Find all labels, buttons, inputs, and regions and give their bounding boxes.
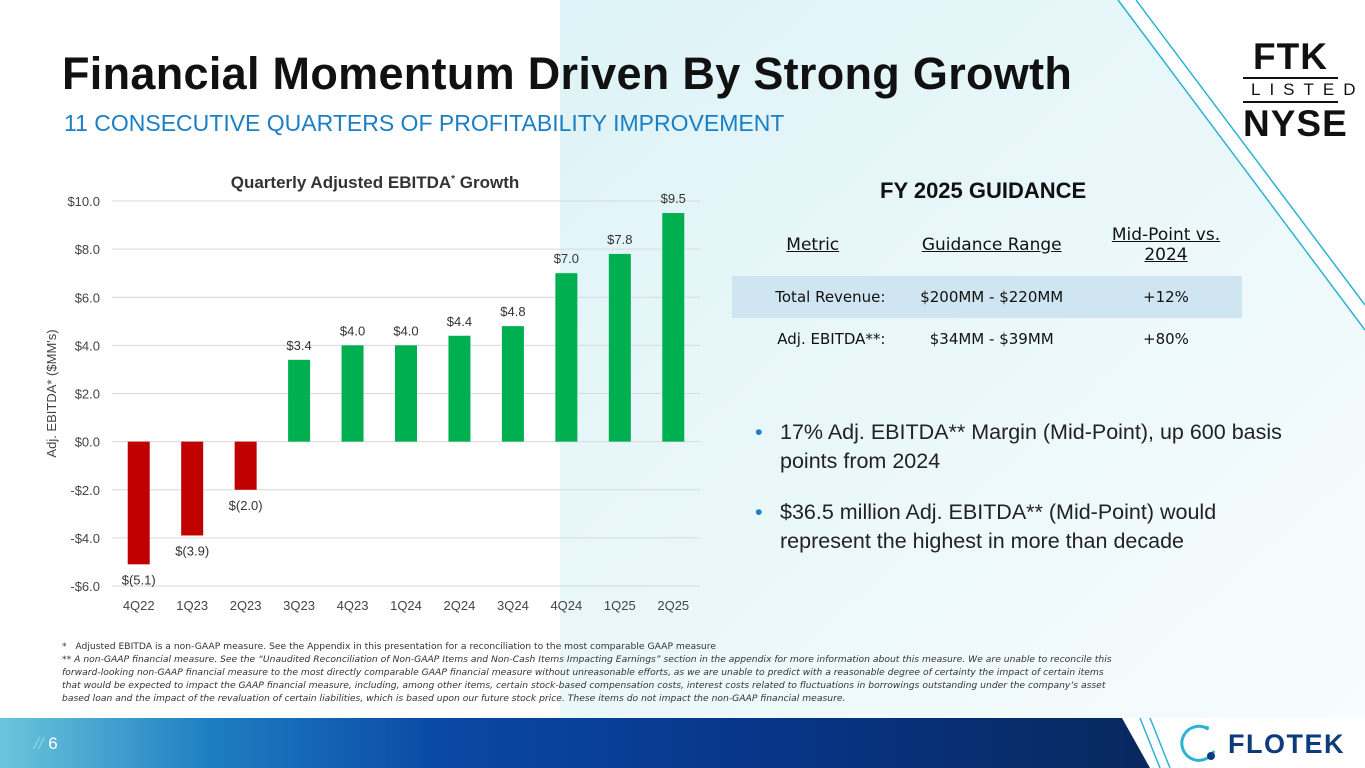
header-midpoint: Mid-Point vs. 2024: [1111, 225, 1221, 265]
data-label: $3.4: [286, 338, 311, 353]
x-tick-label: 3Q23: [283, 598, 315, 613]
table-row: Total Revenue: $200MM - $220MM +12%: [732, 276, 1242, 318]
x-tick-label: 1Q25: [604, 598, 636, 613]
bar-4Q24: [555, 273, 578, 442]
metric-cell: Total Revenue:: [732, 276, 894, 318]
logo-nyse-text: NYSE: [1243, 103, 1348, 144]
bar-2Q23: [234, 441, 257, 490]
data-label: $(5.1): [122, 572, 156, 587]
metric-cell: Adj. EBITDA**:: [777, 330, 886, 348]
logo-listed-text: LISTED: [1243, 77, 1356, 103]
header-range: Guidance Range: [921, 235, 1062, 255]
bullet-text: $36.5 million Adj. EBITDA** (Mid-Point) …: [780, 500, 1217, 553]
footnote-2: ** A non-GAAP financial measure. See the…: [62, 653, 1122, 705]
bar-1Q25: [608, 253, 631, 442]
y-tick-label: -$6.0: [70, 579, 100, 594]
bar-1Q24: [395, 345, 417, 442]
list-item: • 17% Adj. EBITDA** Margin (Mid-Point), u…: [755, 418, 1295, 476]
page-subtitle: 11 CONSECUTIVE QUARTERS OF PROFITABILITY…: [64, 110, 785, 136]
data-label: $7.0: [554, 251, 579, 266]
x-tick-label: 2Q25: [657, 598, 689, 613]
footer-band: [0, 718, 1150, 768]
page-prefix: //: [34, 734, 44, 753]
midpoint-cell: +80%: [1143, 330, 1189, 348]
logo-ftk-text: FTK: [1253, 36, 1328, 77]
data-label: $4.0: [340, 323, 365, 338]
midpoint-cell: +12%: [1090, 276, 1242, 318]
bar-4Q22: [127, 441, 150, 565]
page-number: // 6: [34, 734, 58, 754]
x-tick-label: 2Q23: [230, 598, 262, 613]
flotek-logo: FLOTEK: [1178, 723, 1345, 765]
list-item: • $36.5 million Adj. EBITDA** (Mid-Point)…: [755, 498, 1295, 556]
y-tick-label: $6.0: [75, 290, 100, 305]
bullet-text: 17% Adj. EBITDA** Margin (Mid-Point), up…: [780, 420, 1282, 473]
bar-3Q24: [501, 326, 524, 442]
guidance-header-row: Metric Guidance Range Mid-Point vs. 2024: [732, 214, 1242, 276]
flotek-wordmark: FLOTEK: [1228, 728, 1345, 759]
y-tick-label: $0.0: [75, 435, 100, 450]
y-tick-label: $4.0: [75, 338, 100, 353]
bar-1Q23: [181, 441, 204, 536]
bar-2Q24: [448, 335, 471, 442]
guidance-table: Metric Guidance Range Mid-Point vs. 2024…: [732, 214, 1242, 360]
x-tick-label: 2Q24: [444, 598, 476, 613]
header-metric: Metric: [786, 235, 840, 255]
data-label: $(3.9): [175, 543, 209, 558]
bullet-icon: •: [755, 420, 763, 444]
bar-4Q23: [341, 345, 364, 442]
data-label: $7.8: [607, 232, 632, 247]
data-label: $9.5: [661, 191, 686, 206]
data-label: $4.0: [393, 323, 418, 338]
y-tick-label: -$2.0: [70, 483, 100, 498]
footnotes: * Adjusted EBITDA is a non-GAAP measure.…: [62, 640, 1122, 705]
data-label: $4.8: [500, 304, 525, 319]
footnote-mark: *: [62, 641, 67, 652]
y-tick-label: -$4.0: [70, 531, 100, 546]
flotek-ring-icon: [1180, 724, 1216, 762]
bar-2Q25: [662, 213, 685, 442]
y-tick-label: $8.0: [75, 242, 100, 257]
data-label: $4.4: [447, 314, 472, 329]
y-tick-label: $2.0: [75, 387, 100, 402]
page-number-value: 6: [48, 734, 58, 753]
x-tick-label: 1Q24: [390, 598, 422, 613]
range-cell: $200MM - $220MM: [893, 276, 1090, 318]
x-tick-label: 1Q23: [176, 598, 208, 613]
bar-3Q23: [288, 359, 311, 442]
range-cell: $34MM - $39MM: [929, 330, 1054, 348]
data-label: $(2.0): [229, 498, 263, 513]
x-tick-label: 4Q22: [123, 598, 155, 613]
x-tick-label: 3Q24: [497, 598, 529, 613]
y-tick-label: $10.0: [67, 194, 100, 209]
table-row: Adj. EBITDA**: $34MM - $39MM +80%: [732, 318, 1242, 360]
highlights-list: • 17% Adj. EBITDA** Margin (Mid-Point), u…: [755, 418, 1295, 578]
bullet-icon: •: [755, 500, 763, 524]
chart-title: Quarterly Adjusted EBITDA* Growth: [231, 173, 520, 192]
ftk-nyse-logo: FTK LISTED NYSE: [1243, 36, 1356, 144]
footnote-1: * Adjusted EBITDA is a non-GAAP measure.…: [62, 640, 1122, 653]
x-tick-label: 4Q24: [550, 598, 582, 613]
y-axis-label: Adj. EBITDA* ($MM's): [44, 329, 59, 457]
ebitda-bar-chart: Quarterly Adjusted EBITDA* Growth $10.0 $8…: [44, 173, 700, 613]
footnote-mark: **: [62, 654, 72, 665]
guidance-title: FY 2025 GUIDANCE: [880, 178, 1087, 203]
footnote-text: A non-GAAP financial measure. See the “U…: [62, 654, 1112, 704]
footnote-text: Adjusted EBITDA is a non-GAAP measure. S…: [75, 641, 716, 652]
page-title: Financial Momentum Driven By Strong Grow…: [62, 48, 1073, 99]
x-tick-label: 4Q23: [337, 598, 369, 613]
